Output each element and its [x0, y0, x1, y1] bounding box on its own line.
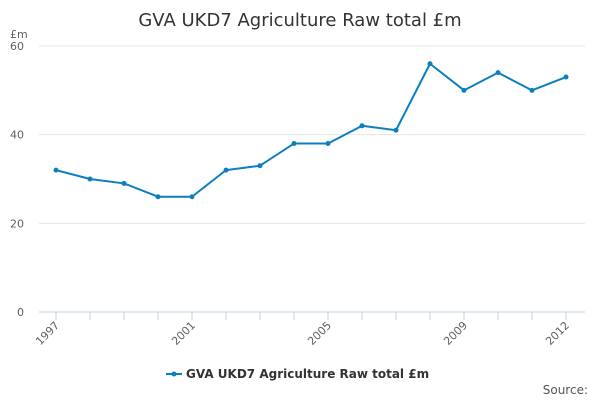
data-point[interactable]: [495, 70, 501, 76]
series-layer: [53, 61, 569, 200]
legend[interactable]: GVA UKD7 Agriculture Raw total £m: [166, 367, 429, 381]
data-point[interactable]: [529, 87, 535, 93]
x-tick-label: 2012: [543, 319, 572, 348]
x-axis-ticks: 1997 2001 2005 2009 2012: [33, 312, 572, 348]
chart-title: GVA UKD7 Agriculture Raw total £m: [138, 10, 461, 31]
source-label: Source:: [543, 383, 588, 397]
data-point[interactable]: [393, 127, 399, 133]
data-point[interactable]: [223, 167, 229, 173]
data-point[interactable]: [53, 167, 59, 173]
data-point[interactable]: [427, 61, 433, 67]
x-tick-label: 2001: [169, 319, 198, 348]
data-point[interactable]: [189, 194, 195, 200]
legend-label[interactable]: GVA UKD7 Agriculture Raw total £m: [186, 367, 429, 381]
data-point[interactable]: [291, 141, 297, 147]
data-point[interactable]: [563, 74, 569, 80]
data-point[interactable]: [257, 163, 263, 169]
y-tick-label: 20: [10, 217, 24, 230]
data-point[interactable]: [359, 123, 365, 129]
gridlines: [39, 45, 585, 224]
data-point[interactable]: [155, 194, 161, 200]
x-tick-label: 2005: [305, 319, 334, 348]
data-point[interactable]: [87, 176, 93, 182]
y-unit-label: £m: [10, 28, 28, 41]
data-point[interactable]: [121, 180, 127, 186]
data-point[interactable]: [461, 87, 467, 93]
series-line: [55, 62, 567, 198]
data-point[interactable]: [325, 141, 331, 147]
x-tick-label: 1997: [33, 319, 62, 348]
y-tick-label: 60: [10, 40, 24, 53]
legend-marker-icon: [171, 371, 177, 377]
x-tick-label: 2009: [441, 319, 470, 348]
y-tick-label: 40: [10, 129, 24, 142]
y-axis-ticks: 0 20 40 60: [10, 40, 24, 319]
y-tick-label: 0: [17, 306, 24, 319]
